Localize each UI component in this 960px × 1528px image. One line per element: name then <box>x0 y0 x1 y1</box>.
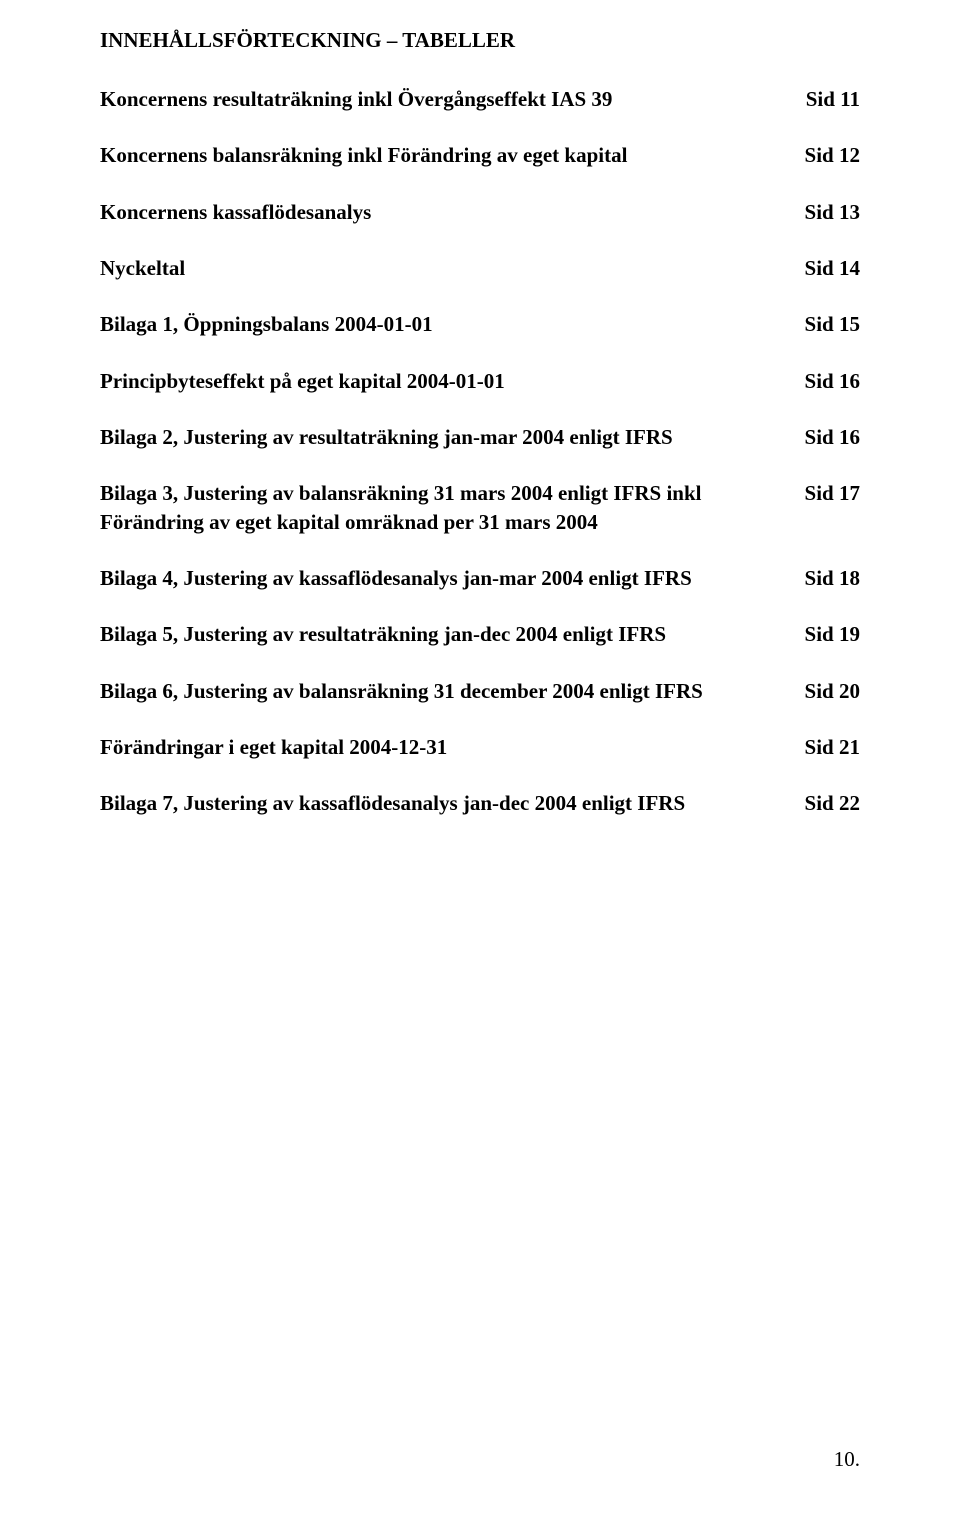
toc-page: Sid 16 <box>805 367 860 395</box>
toc-row: Nyckeltal Sid 14 <box>100 254 860 282</box>
toc-page: Sid 13 <box>805 198 860 226</box>
toc-page: Sid 21 <box>805 733 860 761</box>
toc-row: Bilaga 6, Justering av balansräkning 31 … <box>100 677 860 705</box>
toc-page: Sid 16 <box>805 423 860 451</box>
toc-label: Koncernens resultaträkning inkl Övergång… <box>100 85 806 113</box>
toc-row: Bilaga 4, Justering av kassaflödesanalys… <box>100 564 860 592</box>
toc-row: Bilaga 7, Justering av kassaflödesanalys… <box>100 789 860 817</box>
toc-page: Sid 22 <box>805 789 860 817</box>
toc-label: Principbyteseffekt på eget kapital 2004-… <box>100 367 805 395</box>
toc-row: Förändringar i eget kapital 2004-12-31 S… <box>100 733 860 761</box>
toc-label: Koncernens kassaflödesanalys <box>100 198 805 226</box>
toc-page: Sid 20 <box>805 677 860 705</box>
toc-row: Koncernens kassaflödesanalys Sid 13 <box>100 198 860 226</box>
page-number: 10. <box>834 1447 860 1472</box>
toc-label: Bilaga 3, Justering av balansräkning 31 … <box>100 479 805 536</box>
toc-row: Koncernens resultaträkning inkl Övergång… <box>100 85 860 113</box>
toc-label: Förändringar i eget kapital 2004-12-31 <box>100 733 805 761</box>
toc-row: Koncernens balansräkning inkl Förändring… <box>100 141 860 169</box>
toc-label: Nyckeltal <box>100 254 805 282</box>
toc-page: Sid 15 <box>805 310 860 338</box>
toc-label: Bilaga 5, Justering av resultaträkning j… <box>100 620 805 648</box>
toc-row: Principbyteseffekt på eget kapital 2004-… <box>100 367 860 395</box>
toc-page: Sid 14 <box>805 254 860 282</box>
toc-label: Bilaga 6, Justering av balansräkning 31 … <box>100 677 805 705</box>
toc-row: Bilaga 5, Justering av resultaträkning j… <box>100 620 860 648</box>
table-of-contents: Koncernens resultaträkning inkl Övergång… <box>100 85 860 818</box>
toc-page: Sid 17 <box>805 479 860 507</box>
toc-row: Bilaga 3, Justering av balansräkning 31 … <box>100 479 860 536</box>
toc-label: Bilaga 1, Öppningsbalans 2004-01-01 <box>100 310 805 338</box>
toc-label: Bilaga 4, Justering av kassaflödesanalys… <box>100 564 805 592</box>
toc-label: Koncernens balansräkning inkl Förändring… <box>100 141 805 169</box>
toc-page: Sid 19 <box>805 620 860 648</box>
document-page: INNEHÅLLSFÖRTECKNING – TABELLER Koncerne… <box>0 0 960 818</box>
toc-page: Sid 12 <box>805 141 860 169</box>
toc-label: Bilaga 7, Justering av kassaflödesanalys… <box>100 789 805 817</box>
toc-label: Bilaga 2, Justering av resultaträkning j… <box>100 423 805 451</box>
toc-page: Sid 11 <box>806 85 860 113</box>
toc-page: Sid 18 <box>805 564 860 592</box>
toc-row: Bilaga 2, Justering av resultaträkning j… <box>100 423 860 451</box>
toc-row: Bilaga 1, Öppningsbalans 2004-01-01 Sid … <box>100 310 860 338</box>
page-title: INNEHÅLLSFÖRTECKNING – TABELLER <box>100 28 860 53</box>
